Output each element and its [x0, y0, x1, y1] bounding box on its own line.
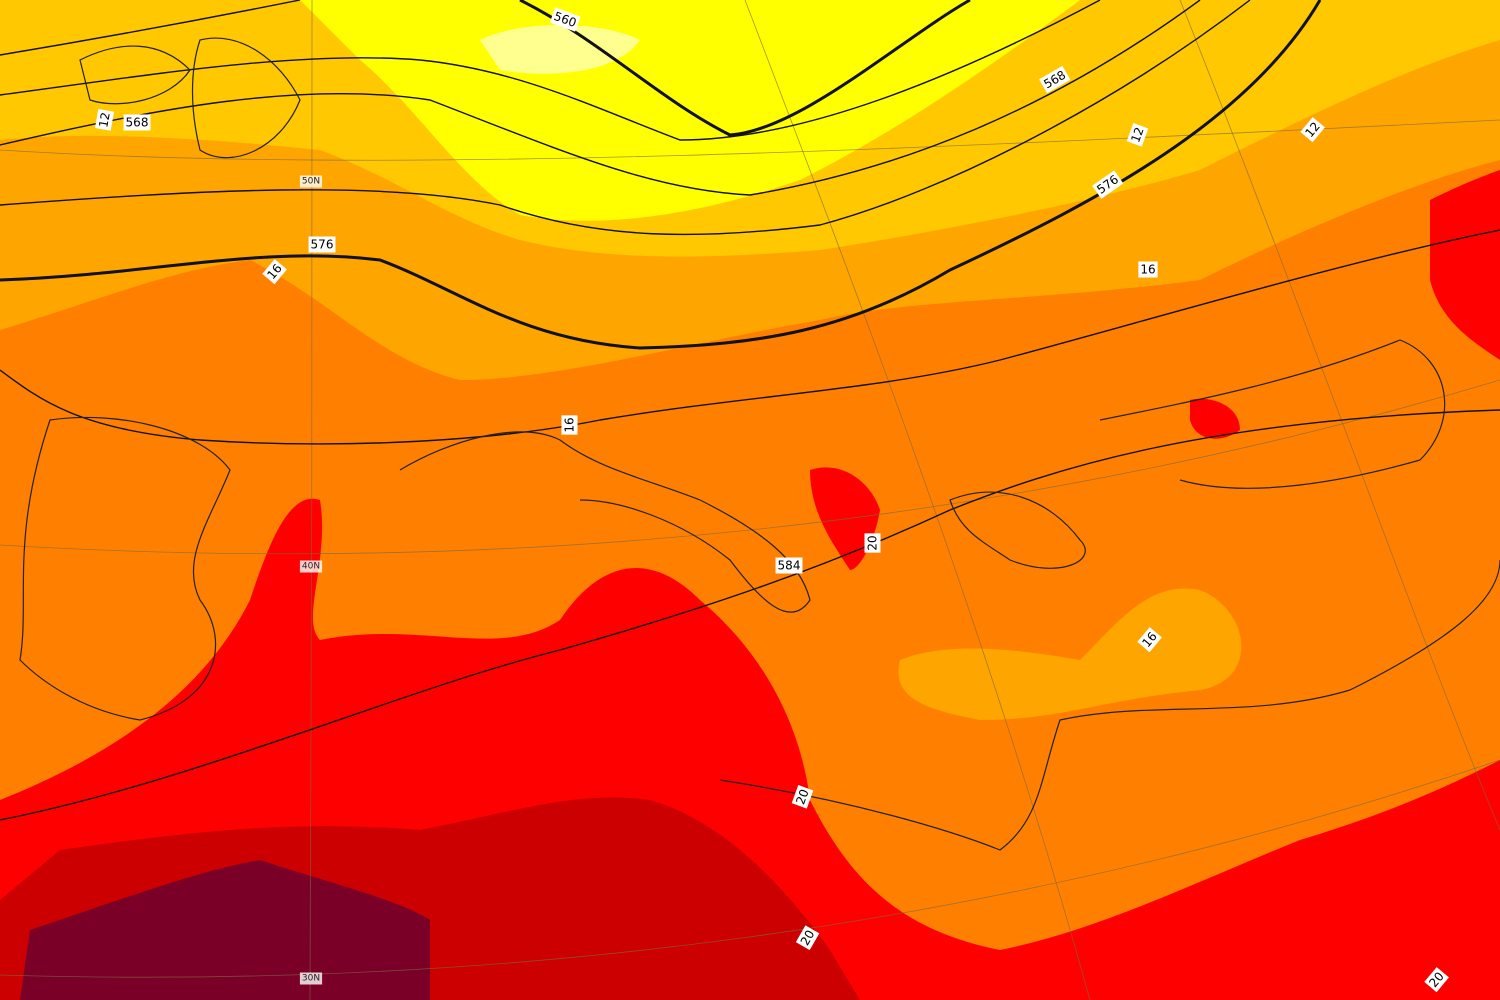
coast-britain: [191, 37, 301, 159]
contour-label-group: 12: [1126, 123, 1149, 147]
shade-maroon: [20, 860, 430, 1000]
coast-greece: [949, 491, 1086, 569]
contour-label: 20: [866, 535, 880, 550]
contour-label-box: [123, 114, 151, 131]
contour-label-group: 576: [308, 236, 336, 253]
contour: [0, 0, 301, 56]
contour-label: 16: [1140, 263, 1155, 277]
contour-label-group: 584: [775, 557, 803, 574]
contour-label: 576: [311, 238, 334, 252]
contour-584: [0, 409, 1500, 821]
contour-label-group: 16: [1137, 627, 1162, 653]
contour-label-group: 568: [123, 114, 151, 131]
contour-label: 20: [798, 928, 818, 948]
contour-label-box: [1300, 117, 1325, 143]
coast-north-africa: [719, 559, 1500, 851]
latitude-label: 30N: [302, 974, 320, 984]
contour-label-box: [1138, 261, 1158, 278]
contour-label-box: [1039, 65, 1071, 94]
contour-label-box: [1092, 170, 1124, 199]
latitude-label-group: 50N: [299, 175, 323, 188]
contour-label-box: [561, 415, 578, 435]
contour: [0, 0, 1101, 141]
shade-pale-yellow: [480, 25, 640, 74]
coast-iberia: [19, 416, 231, 721]
latitude-label: 40N: [302, 562, 320, 572]
contour-label-group: 20: [791, 785, 814, 809]
contour-label: 568: [126, 116, 149, 130]
shade-light-orange-patch: [898, 588, 1242, 720]
shade-red-turkey: [1190, 398, 1240, 439]
latitude-label-box: [299, 175, 323, 188]
contour-label-box: [795, 925, 820, 951]
meridian: [744, 0, 1091, 1000]
latitude-label-group: 40N: [299, 560, 323, 573]
contour-label-group: 12: [1300, 117, 1325, 143]
contour-label-box: [549, 7, 581, 32]
contour-label-group: 16: [262, 259, 287, 285]
latitude-label: 50N: [302, 177, 320, 187]
contour-label-group: 20: [795, 925, 820, 951]
contour-576: [0, 0, 1322, 350]
meridian: [1179, 0, 1500, 831]
coast-ireland: [79, 45, 191, 105]
shade-red-east: [1430, 170, 1500, 360]
latitude-label-box: [299, 972, 323, 985]
contour-label: 16: [563, 417, 577, 432]
contour-label-group: 20: [864, 533, 881, 553]
latitude-label-group: 30N: [299, 972, 323, 985]
parallel: [0, 119, 1500, 161]
contour-label-group: 16: [1138, 261, 1158, 278]
contour-label-group: 20: [1424, 967, 1449, 993]
parallel: [0, 759, 1500, 978]
contour-label: 20: [793, 787, 811, 806]
meridian: [309, 0, 313, 1000]
contour-label-group: 16: [561, 415, 578, 435]
contour-label-box: [1137, 627, 1162, 653]
coast-turkey: [1099, 339, 1446, 489]
contour-label-box: [864, 533, 881, 553]
contour-label-box: [1424, 967, 1449, 993]
contour-label: 12: [1128, 125, 1146, 144]
contour-label-box: [308, 236, 336, 253]
contour-label-box: [262, 259, 287, 285]
contour-label-group: 12: [94, 109, 115, 131]
contour-label-group: 560: [549, 7, 581, 32]
contour-label: 584: [778, 559, 801, 573]
contour: [0, 0, 1251, 236]
contour-label-box: [775, 557, 803, 574]
latitude-label-box: [299, 560, 323, 573]
contour-560: [519, 0, 971, 137]
contour-label-box: [791, 785, 814, 809]
contour: [0, 229, 1500, 445]
coast-italy: [399, 431, 811, 613]
parallel: [0, 379, 1500, 555]
contour: [0, 0, 1201, 196]
contour-label: 12: [96, 111, 112, 128]
contour-label-box: [94, 109, 115, 131]
contour-label-box: [1126, 123, 1149, 147]
